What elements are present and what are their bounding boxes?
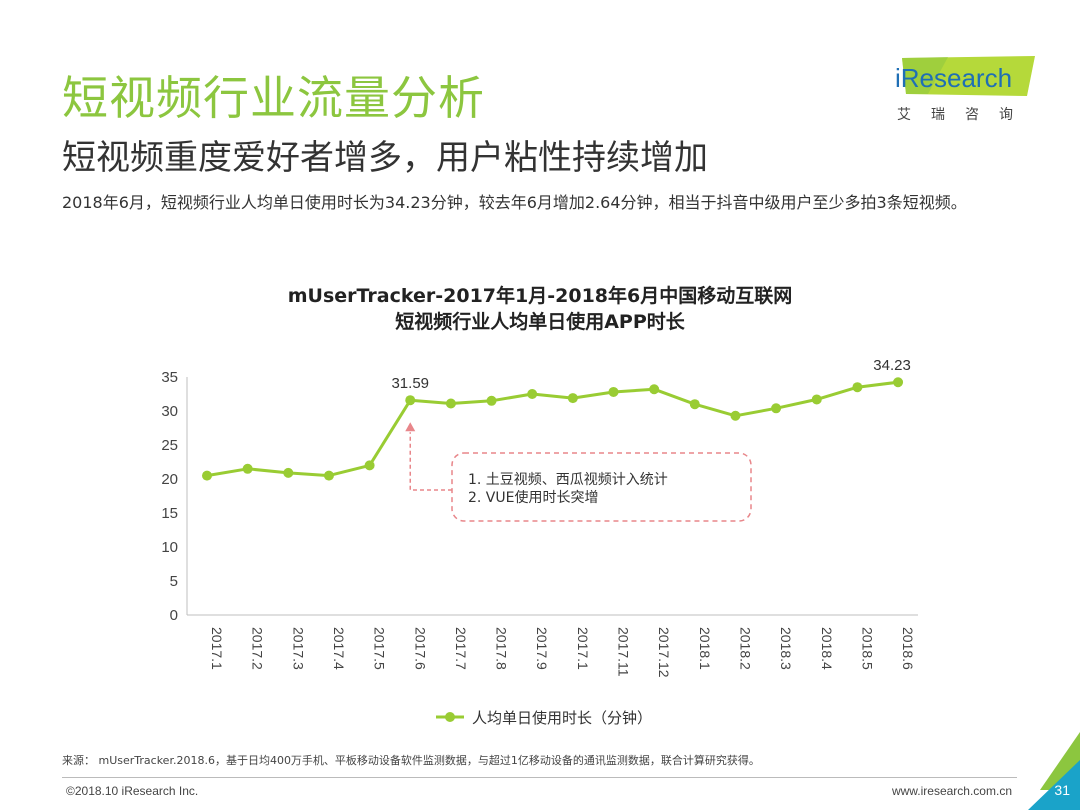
x-tick-label: 2017.1 — [209, 627, 225, 670]
x-tick-label: 2018.3 — [778, 627, 794, 670]
data-point — [405, 395, 416, 406]
copyright-text: ©2018.10 iResearch Inc. — [66, 784, 199, 798]
x-tick-label: 2018.6 — [900, 627, 916, 670]
data-point — [527, 389, 538, 399]
data-point — [811, 394, 822, 405]
y-tick-label: 25 — [161, 437, 178, 454]
data-point — [242, 463, 253, 474]
data-label: 34.23 — [873, 357, 911, 374]
legend-label: 人均单日使用时长（分钟） — [472, 709, 652, 727]
page-number: 31 — [1054, 782, 1070, 798]
logo-wordmark: iResearch — [895, 63, 1013, 93]
data-point — [445, 398, 456, 409]
x-tick-label: 2017.2 — [250, 627, 266, 670]
data-label: 31.59 — [391, 375, 429, 392]
annotation-text: 1. 土豆视频、西瓜视频计入统计 — [468, 472, 668, 488]
page-title: 短视频行业流量分析 — [62, 71, 485, 125]
x-tick-label: 2017.5 — [372, 627, 388, 670]
x-tick-label: 2017.6 — [412, 627, 428, 670]
x-tick-label: 2017.4 — [331, 627, 347, 670]
x-tick-label: 2017.7 — [453, 627, 469, 670]
x-tick-label: 2017.1 — [575, 627, 591, 670]
summary-text: 2018年6月，短视频行业人均单日使用时长为34.23分钟，较去年6月增加2.6… — [62, 193, 967, 212]
data-point — [771, 403, 782, 414]
data-point — [283, 467, 294, 478]
website-link[interactable]: www.iresearch.com.cn — [891, 784, 1012, 798]
x-tick-label: 2017.12 — [656, 627, 672, 678]
chart-title-line1: mUserTracker-2017年1月-2018年6月中国移动互联网 — [287, 285, 793, 307]
data-point — [323, 470, 334, 481]
annotation-arrow-head — [405, 422, 416, 432]
x-tick-label: 2018.4 — [819, 627, 835, 670]
chart-title-line2: 短视频行业人均单日使用APP时长 — [395, 311, 685, 333]
x-tick-label: 2017.3 — [290, 627, 306, 670]
data-point — [608, 386, 619, 397]
annotation-box — [451, 452, 752, 522]
y-tick-label: 5 — [170, 573, 178, 590]
data-point — [852, 382, 863, 393]
data-point — [486, 395, 497, 406]
logo-cn-text: 艾瑞咨询 — [897, 107, 1033, 123]
data-point — [202, 470, 212, 481]
y-tick-label: 10 — [161, 539, 178, 556]
source-note: 来源： mUserTracker.2018.6，基于日均400万手机、平板移动设… — [62, 754, 760, 767]
page-subtitle: 短视频重度爱好者增多，用户粘性持续增加 — [62, 138, 708, 178]
annotation-text: 2. VUE使用时长突增 — [468, 489, 598, 506]
legend-marker — [445, 712, 455, 722]
x-tick-label: 2018.5 — [859, 627, 875, 670]
data-point — [730, 410, 741, 421]
data-point — [649, 384, 660, 395]
data-point — [567, 393, 578, 404]
series-line — [206, 380, 899, 478]
annotation-arrow-line — [409, 432, 452, 491]
data-point — [364, 460, 375, 471]
y-tick-label: 35 — [161, 369, 178, 386]
footer-divider — [62, 777, 1017, 778]
x-tick-label: 2017.8 — [494, 627, 510, 670]
x-tick-label: 2017.9 — [534, 627, 550, 670]
y-tick-label: 0 — [170, 607, 178, 624]
y-tick-label: 15 — [161, 505, 178, 522]
x-tick-label: 2018.1 — [697, 627, 713, 670]
y-tick-label: 30 — [161, 403, 178, 420]
x-tick-label: 2018.2 — [737, 627, 753, 670]
x-tick-label: 2017.11 — [616, 627, 632, 677]
y-tick-label: 20 — [161, 471, 178, 488]
iresearch-logo-icon — [902, 56, 1035, 96]
data-point — [689, 399, 700, 410]
data-point — [893, 377, 904, 388]
